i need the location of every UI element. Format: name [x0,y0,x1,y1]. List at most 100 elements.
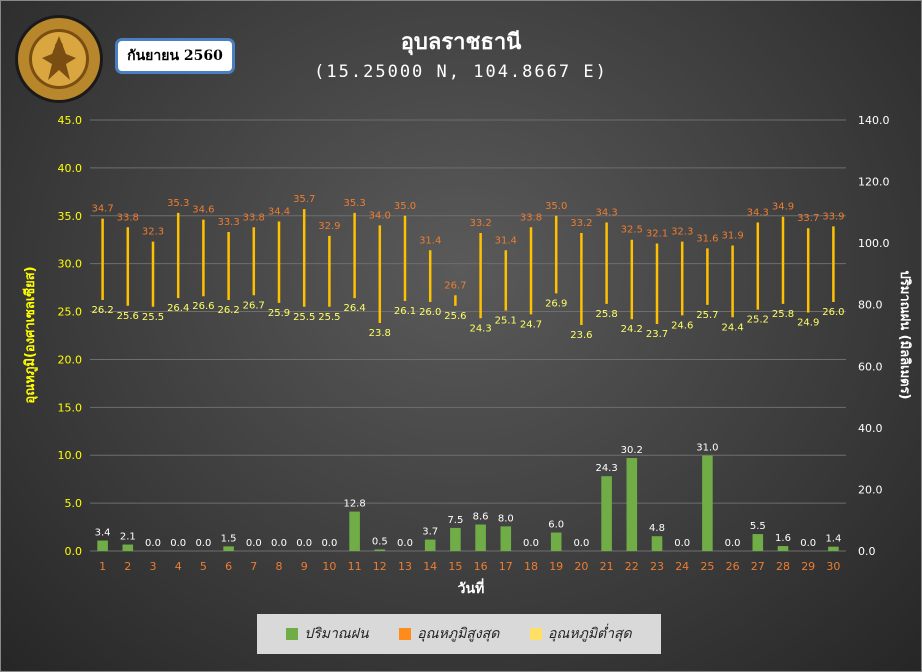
rain-value-label: 0.0 [296,538,312,549]
rain-value-label: 1.6 [775,533,791,544]
y-tick-label: 20.0 [58,353,83,366]
tmin-value-label: 24.9 [797,318,819,329]
rain-value-label: 12.8 [343,499,365,510]
tmax-value-label: 35.3 [167,198,189,209]
rain-bar [349,511,360,551]
tmin-value-label: 25.8 [772,309,794,320]
rain-value-label: 0.0 [271,538,287,549]
chart-title: อุบลราชธานี [400,30,522,55]
tmin-value-label: 25.2 [747,315,769,326]
x-tick-label: 17 [499,560,513,573]
rain-bar [223,546,234,551]
y-tick-label: 40.0 [58,162,83,175]
x-tick-label: 29 [801,560,815,573]
x-tick-label: 21 [600,560,614,573]
tmin-value-label: 25.1 [495,316,517,327]
x-tick-label: 30 [826,560,840,573]
rain-bar [122,544,134,551]
x-tick-label: 10 [322,560,336,573]
x-tick-label: 15 [448,560,462,573]
y2-tick-label: 0.0 [858,545,876,558]
x-tick-label: 23 [650,560,664,573]
tmin-value-label: 23.6 [570,330,592,341]
tmax-value-label: 33.9 [822,211,844,222]
x-tick-label: 25 [700,560,714,573]
tmax-value-label: 33.2 [570,218,592,229]
rain-value-label: 1.4 [825,534,841,545]
rain-value-label: 3.7 [422,527,438,538]
x-tick-label: 13 [398,560,412,573]
rain-bar [475,524,486,551]
tmd-logo [14,14,104,108]
tmin-value-label: 25.6 [117,311,139,322]
x-tick-label: 1 [99,560,106,573]
rain-value-label: 0.0 [725,538,741,549]
x-axis-label: วันที่ [458,578,485,597]
y2-tick-label: 20.0 [858,483,883,496]
gridlines [90,119,846,552]
rain-bar [651,536,663,551]
rain-value-label: 0.0 [321,538,337,549]
tmax-value-label: 32.3 [671,227,693,238]
y-tick-label: 45.0 [58,114,83,127]
x-tick-label: 9 [301,560,308,573]
tmin-value-label: 23.7 [646,329,668,340]
tmax-value-label: 33.8 [520,212,542,223]
rain-value-label: 6.0 [548,520,564,531]
tmax-value-label: 32.3 [142,227,164,238]
x-tick-label: 16 [474,560,488,573]
tmin-value-label: 23.8 [369,328,391,339]
legend-swatch-tmin [529,628,542,640]
tmax-value-label: 34.3 [747,207,769,218]
legend-item-tmax: อุณหภูมิสูงสุด [399,623,499,645]
rain-value-label: 24.3 [595,463,617,474]
tmin-value-label: 26.9 [545,298,567,309]
y-tick-label: 15.0 [58,401,83,414]
x-tick-label: 3 [150,560,157,573]
tmax-value-label: 34.7 [91,204,113,215]
rain-bar [374,549,386,551]
x-tick-label: 26 [726,560,740,573]
tmd-seal-icon [15,15,103,103]
x-tick-label: 14 [423,560,437,573]
y2-tick-label: 120.0 [858,176,890,189]
rain-value-label: 0.0 [523,538,539,549]
temperature-range-lines [101,209,835,325]
tmax-value-label: 32.9 [318,221,340,232]
y2-tick-label: 140.0 [858,114,890,127]
rain-value-label: 0.0 [573,538,589,549]
rain-value-label: 0.0 [195,538,211,549]
tmax-value-label: 32.5 [621,225,643,236]
tmin-value-label: 25.5 [293,312,315,323]
x-tick-label: 18 [524,560,538,573]
tmax-value-label: 34.0 [369,210,391,221]
y2-tick-label: 100.0 [858,237,890,250]
x-tick-label: 27 [751,560,765,573]
y-tick-label: 35.0 [58,210,83,223]
x-tick-label: 20 [574,560,588,573]
tmax-value-label: 35.0 [545,201,567,212]
rain-bar [424,539,436,551]
rain-value-label: 31.0 [696,443,718,454]
x-tick-label: 6 [225,560,232,573]
legend-label-tmin: อุณหภูมิต่ำสุด [547,626,632,642]
legend-swatch-rain [286,628,299,640]
tmin-value-label: 25.5 [142,312,164,323]
rain-value-label: 1.5 [221,533,237,544]
tmin-value-label: 24.2 [621,324,643,335]
rain-value-label: 0.0 [397,538,413,549]
x-tick-label: 11 [348,560,362,573]
rain-value-label: 0.0 [800,538,816,549]
rain-bar [450,527,461,551]
tmax-value-label: 33.3 [217,217,239,228]
tmax-value-label: 33.2 [469,218,491,229]
y2-axis-label: ปริมาณฝน (มิลลิเมตร) [897,270,912,399]
tmax-value-label: 34.4 [268,207,290,218]
y-tick-label: 30.0 [58,258,83,271]
x-tick-label: 22 [625,560,639,573]
rain-bars [97,455,839,551]
tmin-value-label: 26.2 [91,305,113,316]
rain-bar [550,532,562,551]
x-tick-label: 28 [776,560,790,573]
rain-value-label: 30.2 [621,445,643,456]
